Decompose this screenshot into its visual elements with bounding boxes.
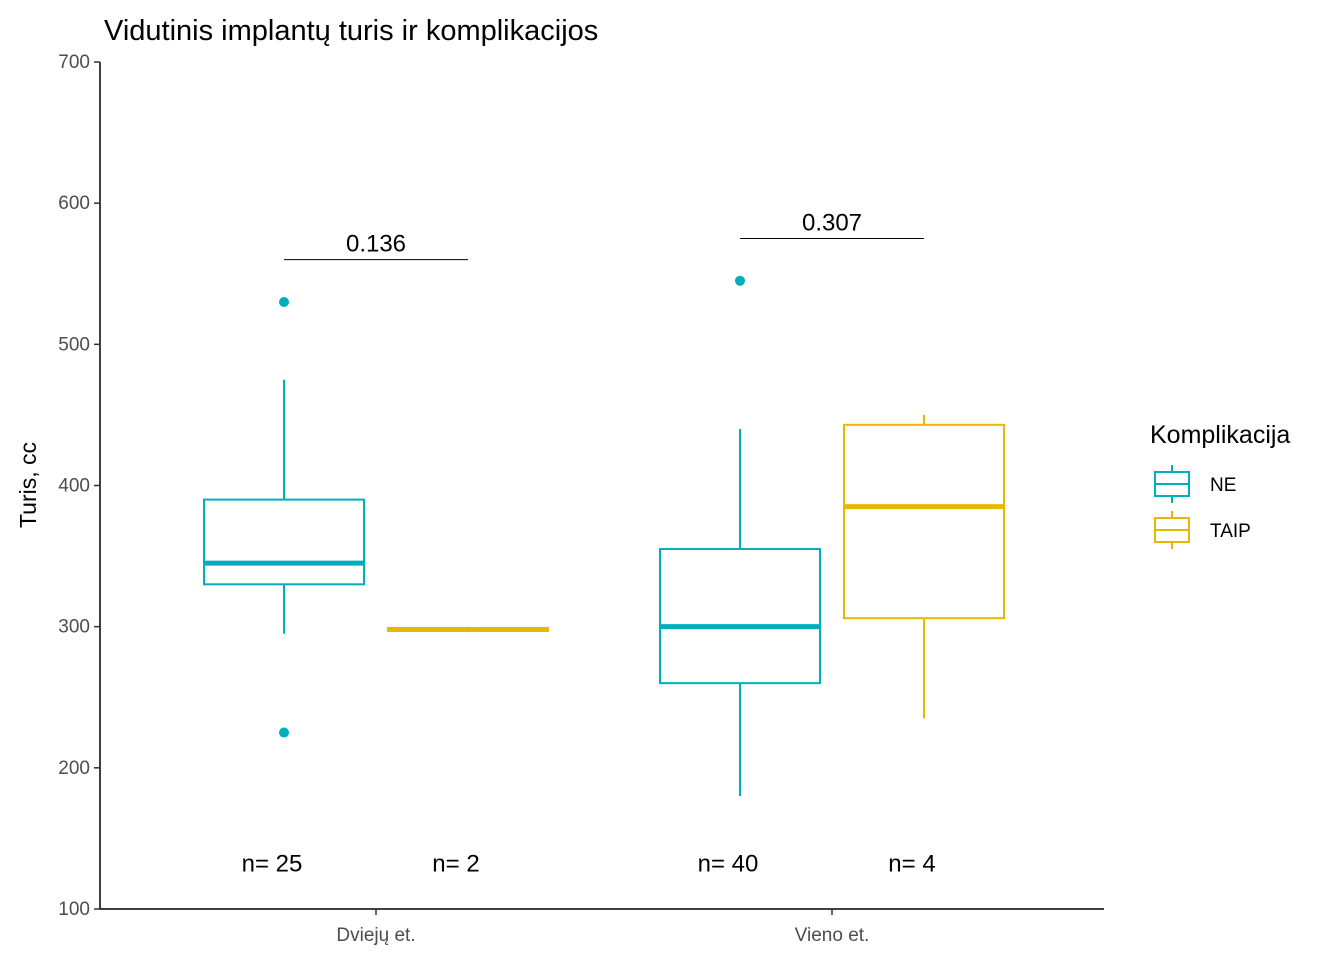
legend-label: NE xyxy=(1210,475,1236,496)
box-ne xyxy=(203,296,365,738)
y-tick-label: 200 xyxy=(58,758,90,779)
y-axis-title: Turis, cc xyxy=(15,442,41,528)
legend-key-ne xyxy=(1154,465,1190,503)
comparison-annotations: 0.136 0.307 xyxy=(284,209,924,261)
n-label: n= 40 xyxy=(698,851,759,878)
y-tick-label: 300 xyxy=(58,617,90,638)
box-body xyxy=(659,548,821,685)
y-tick-label: 100 xyxy=(58,899,90,920)
y-tick-label: 600 xyxy=(58,193,90,214)
chart-title: Vidutinis implantų turis ir komplikacijo… xyxy=(104,15,598,47)
outlier-point xyxy=(279,296,289,307)
x-tick-label: Vieno et. xyxy=(795,925,870,946)
x-tick-label: Dviejų et. xyxy=(336,925,415,946)
legend-title: Komplikacija xyxy=(1150,421,1290,449)
y-tick-label: 500 xyxy=(58,334,90,355)
p-value-label: 0.307 xyxy=(802,209,862,236)
outlier-point xyxy=(279,727,289,738)
legend-label: TAIP xyxy=(1210,521,1251,542)
legend-key-taip xyxy=(1154,511,1190,549)
legend: Komplikacija NE TAIP xyxy=(1150,421,1290,549)
box-ne xyxy=(659,275,821,797)
box-body xyxy=(203,498,365,586)
p-value-label: 0.136 xyxy=(346,231,406,258)
n-label: n= 2 xyxy=(432,851,479,878)
outlier-point xyxy=(735,275,745,286)
axes: 100 200 300 400 500 600 700 Dviejų et. Vieno et. xyxy=(58,52,1104,946)
box-taip xyxy=(387,626,549,632)
box-taip xyxy=(843,414,1005,719)
plot-marks: n= 25 n= 40 n= 2 n= 4 xyxy=(203,275,1005,878)
n-label: n= 4 xyxy=(888,851,935,878)
y-tick-label: 700 xyxy=(58,52,90,73)
y-tick-label: 400 xyxy=(58,476,90,497)
n-label: n= 25 xyxy=(242,851,303,878)
box-body xyxy=(843,423,1005,620)
